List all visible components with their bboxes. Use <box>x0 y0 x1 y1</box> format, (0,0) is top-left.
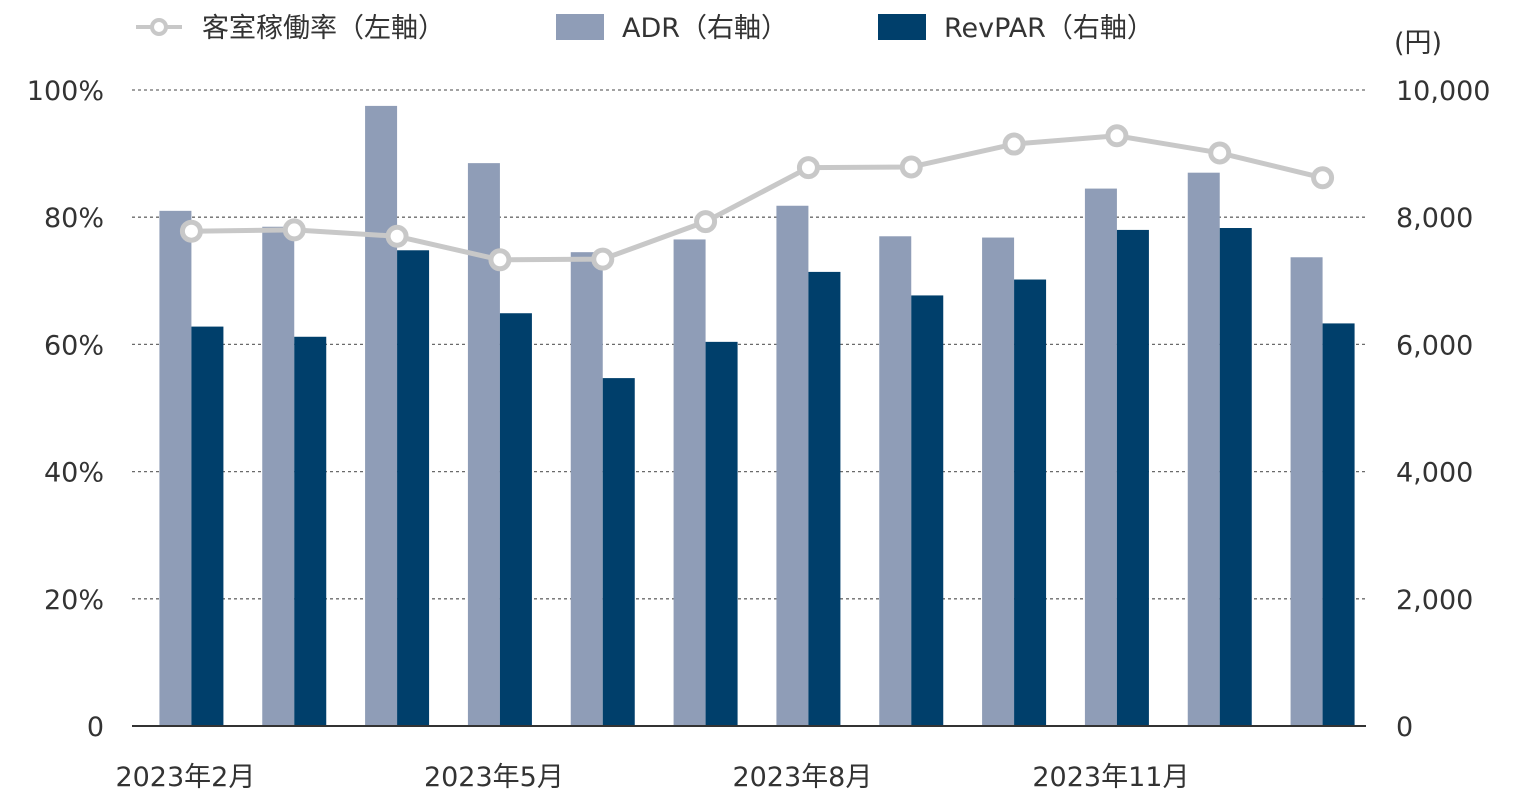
occupancy-line <box>191 133 1324 263</box>
adr-bar <box>776 205 809 726</box>
occupancy-point <box>488 248 512 272</box>
adr-bar <box>570 252 603 726</box>
revpar-bar <box>705 341 738 726</box>
revpar-bar <box>1322 323 1355 726</box>
x-axis-tick-label: 2023年2月 <box>115 762 255 793</box>
right-axis-tick-label: 8,000 <box>1396 203 1473 234</box>
occupancy-point <box>899 155 923 179</box>
revpar-bar <box>1116 229 1149 727</box>
occupancy-point <box>385 224 409 248</box>
legend-label-occupancy: 客室稼働率（左軸） <box>202 13 445 44</box>
adr-bar <box>879 236 912 726</box>
revpar-bar <box>1014 279 1047 726</box>
revpar-bar <box>808 271 841 726</box>
right-axis-tick-label: 0 <box>1396 712 1413 743</box>
left-axis-tick-label: 100% <box>27 76 104 107</box>
left-axis-tick-label: 0 <box>87 712 104 743</box>
adr-bar <box>1084 188 1117 726</box>
adr-bar <box>365 105 398 726</box>
revpar-bar <box>499 313 532 726</box>
occupancy-point <box>179 219 203 243</box>
revpar-bar <box>1219 228 1252 726</box>
x-axis-tick-label: 2023年11月 <box>1032 762 1189 793</box>
right-axis-tick-label: 10,000 <box>1396 76 1490 107</box>
adr-bar <box>467 163 500 726</box>
legend-label-revpar: RevPAR（右軸） <box>944 13 1154 44</box>
occupancy-point <box>1208 141 1232 165</box>
left-axis-tick-label: 20% <box>44 585 104 616</box>
revpar-bar <box>397 250 430 726</box>
occupancy-point <box>1311 166 1335 190</box>
legend-line-marker <box>150 18 168 36</box>
revpar-bar <box>294 336 327 726</box>
adr-bar <box>159 210 192 727</box>
left-axis-tick-label: 80% <box>44 203 104 234</box>
occupancy-point <box>1002 132 1026 156</box>
adr-bar <box>1290 257 1323 726</box>
occupancy-point <box>591 247 615 271</box>
legend-label-adr: ADR（右軸） <box>622 13 788 44</box>
legend-swatch-adr <box>556 14 604 40</box>
adr-bar <box>673 239 706 726</box>
right-axis-tick-label: 2,000 <box>1396 585 1473 616</box>
left-axis-tick-label: 60% <box>44 330 104 361</box>
revpar-bar <box>911 295 944 726</box>
x-axis-tick-label: 2023年5月 <box>424 762 564 793</box>
adr-bar <box>982 237 1015 726</box>
adr-bar <box>1187 172 1220 726</box>
x-axis-tick-label: 2023年8月 <box>732 762 872 793</box>
right-axis-tick-label: 4,000 <box>1396 458 1473 489</box>
right-axis-tick-label: 6,000 <box>1396 330 1473 361</box>
revpar-bar <box>191 326 224 726</box>
revpar-bar <box>602 378 635 726</box>
occupancy-point <box>1105 124 1129 148</box>
occupancy-point <box>694 210 718 234</box>
legend-swatch-revpar <box>878 14 926 40</box>
adr-bar <box>262 226 295 727</box>
occupancy-point <box>796 156 820 180</box>
left-axis-tick-label: 40% <box>44 458 104 489</box>
right-axis-unit-label: (円) <box>1394 28 1442 59</box>
occupancy-point <box>282 218 306 242</box>
